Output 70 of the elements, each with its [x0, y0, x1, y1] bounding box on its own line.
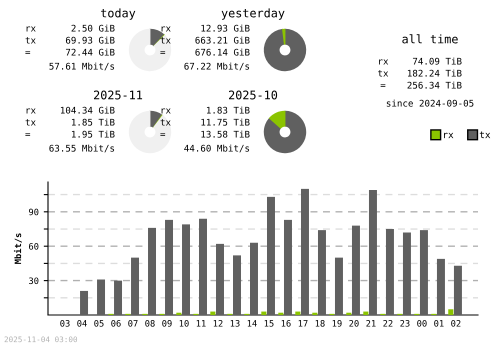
- text: 104.34 GiB: [60, 106, 115, 114]
- y-axis-title: Mbit/s: [14, 233, 22, 264]
- text: 69.93 GiB: [66, 36, 115, 44]
- x-tick-label: 14: [248, 320, 257, 327]
- x-tick-label: 05: [94, 320, 104, 327]
- text: rx: [26, 26, 36, 32]
- text: 72.44 GiB: [66, 48, 115, 56]
- text: 11.75 TiB: [201, 118, 250, 126]
- x-tick-label: 08: [145, 320, 155, 327]
- x-tick-label: 09: [162, 320, 172, 327]
- text: 12.93 GiB: [201, 24, 250, 32]
- chart-title: today: [100, 8, 136, 20]
- text: tx: [378, 70, 388, 77]
- x-tick-label: 23: [400, 320, 410, 327]
- text: rx: [379, 59, 388, 65]
- x-tick-label: 17: [298, 320, 308, 327]
- text: 44.60 Mbit/s: [184, 144, 250, 152]
- x-tick-label: 13: [230, 320, 240, 327]
- text: rx: [162, 108, 171, 114]
- x-tick-label: 04: [77, 320, 87, 327]
- text: 1.95 TiB: [72, 130, 115, 138]
- chart-title: 2025-11: [94, 90, 142, 100]
- legend-label: rx: [444, 132, 454, 138]
- chart-title: yesterday: [222, 8, 285, 20]
- x-tick-label: 20: [349, 320, 359, 327]
- text: 74.09 TiB: [412, 58, 462, 65]
- text: 63.55 Mbit/s: [49, 144, 114, 152]
- x-tick-label: 00: [417, 320, 427, 327]
- text: 2.50 GiB: [72, 24, 115, 32]
- text: =: [25, 133, 30, 136]
- x-tick-label: 06: [111, 320, 121, 327]
- text: tx: [26, 119, 36, 126]
- text: =: [25, 51, 30, 54]
- y-tick-label: 90: [28, 208, 38, 216]
- text: =: [160, 133, 166, 136]
- x-tick-label: 03: [60, 320, 70, 327]
- x-tick-label: 15: [264, 320, 274, 327]
- x-tick-label: 19: [332, 320, 342, 327]
- x-tick-label: 01: [434, 320, 444, 327]
- text: tx: [26, 37, 36, 44]
- text: 67.22 Mbit/s: [184, 62, 250, 70]
- y-tick-label: 60: [29, 243, 38, 250]
- text: 256.34 TiB: [407, 82, 462, 89]
- x-tick-label: 21: [366, 320, 376, 327]
- x-tick-label: 10: [180, 320, 189, 327]
- x-tick-label: 02: [451, 320, 460, 327]
- x-tick-label: 22: [383, 320, 392, 327]
- text: 1.83 TiB: [206, 106, 250, 114]
- text: rx: [26, 108, 36, 114]
- text: =: [160, 51, 166, 54]
- legend-label: tx: [480, 131, 490, 138]
- text: since 2024-09-05: [386, 100, 474, 107]
- text: 676.14 GiB: [195, 48, 250, 56]
- text: tx: [160, 119, 171, 126]
- x-tick-label: 07: [128, 320, 138, 327]
- text: all time: [402, 34, 458, 44]
- text: 663.21 GiB: [195, 36, 250, 44]
- x-tick-label: 12: [214, 320, 222, 327]
- text: 1.85 TiB: [72, 118, 115, 126]
- chart-title: 2025-10: [229, 90, 278, 100]
- text: tx: [160, 37, 171, 44]
- text: 182.24 TiB: [408, 70, 462, 77]
- y-tick-label: 30: [29, 277, 38, 284]
- x-tick-label: 16: [282, 320, 291, 327]
- x-tick-label: 18: [316, 320, 325, 327]
- text: =: [380, 84, 386, 87]
- text: 57.61 Mbit/s: [49, 62, 114, 70]
- text: rx: [162, 26, 171, 32]
- text: 13.58 TiB: [201, 130, 250, 138]
- x-tick-label: 11: [196, 320, 206, 327]
